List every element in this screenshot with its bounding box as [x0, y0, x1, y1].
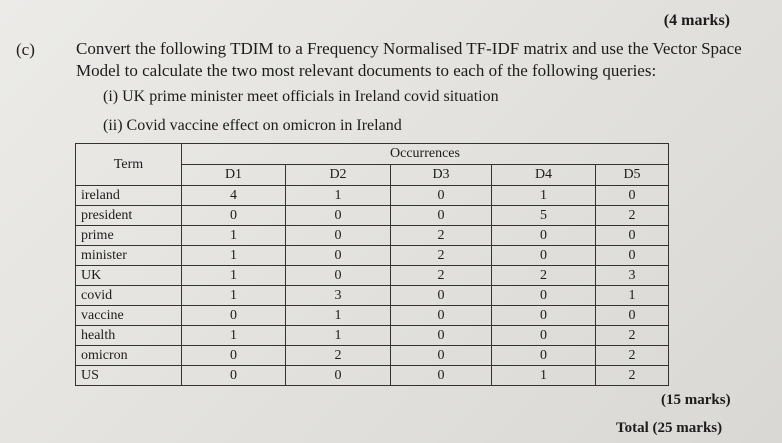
count: 2: [595, 365, 669, 386]
count: 0: [491, 345, 596, 366]
count: 0: [390, 305, 492, 326]
term: minister: [75, 245, 182, 266]
question-line: Convert the following TDIM to a Frequenc…: [76, 39, 742, 58]
count: 2: [285, 345, 391, 366]
part-label: (c): [16, 40, 35, 59]
count: 1: [285, 185, 391, 206]
question-line: Model to calculate the two most relevant…: [76, 61, 657, 80]
query: (ii) Covid vaccine effect on omicron in …: [103, 117, 402, 134]
table-row: ireland 4 1 0 1 0: [75, 185, 669, 206]
count: 0: [390, 285, 492, 306]
count: 0: [491, 305, 596, 326]
count: 0: [390, 365, 492, 386]
count: 3: [285, 285, 391, 306]
table-row: US 0 0 0 1 2: [75, 365, 669, 386]
count: 0: [491, 285, 596, 306]
column-header: D4: [491, 164, 596, 186]
column-header: D2: [285, 164, 391, 186]
count: 0: [285, 205, 391, 226]
table-row: omicron 0 2 0 0 2: [75, 345, 669, 366]
group-header: Occurrences: [181, 143, 669, 165]
count: 0: [181, 305, 286, 326]
count: 0: [595, 305, 669, 326]
count: 2: [595, 345, 669, 366]
count: 0: [595, 245, 669, 266]
count: 4: [181, 185, 286, 206]
term: president: [75, 205, 182, 226]
count: 1: [181, 285, 286, 306]
count: 2: [390, 265, 492, 286]
column-header: D1: [181, 164, 286, 186]
count: 1: [595, 285, 669, 306]
term: covid: [75, 285, 182, 306]
term: health: [75, 325, 182, 346]
table-row: health 1 1 0 0 2: [75, 325, 669, 346]
count: 0: [181, 205, 286, 226]
count: 1: [181, 245, 286, 266]
count: 2: [595, 205, 669, 226]
count: 0: [285, 245, 391, 266]
table-row: prime 1 0 2 0 0: [75, 225, 669, 246]
count: 0: [491, 225, 596, 246]
count: 0: [491, 245, 596, 266]
count: 2: [390, 225, 492, 246]
tdim-table: Term Occurrences D1 D2 D3 D4 D5 ireland 4 1 0 1 0…: [75, 143, 669, 386]
count: 0: [491, 325, 596, 346]
count: 0: [181, 345, 286, 366]
count: 1: [285, 325, 391, 346]
count: 1: [491, 185, 596, 206]
term: ireland: [75, 185, 182, 206]
total-marks: Total (25 marks): [616, 420, 723, 436]
query: (i) UK prime minister meet officials in …: [103, 88, 499, 105]
table-row: vaccine 0 1 0 0 0: [75, 305, 669, 326]
column-header: D3: [390, 164, 492, 186]
count: 2: [595, 325, 669, 346]
count: 0: [285, 365, 391, 386]
count: 0: [595, 185, 669, 206]
count: 1: [491, 365, 596, 386]
count: 0: [390, 205, 492, 226]
count: 0: [285, 225, 391, 246]
table-row: covid 1 3 0 0 1: [75, 285, 669, 306]
count: 0: [595, 225, 669, 246]
marks: (15 marks): [661, 392, 731, 408]
term: prime: [75, 225, 182, 246]
table-row: UK 1 0 2 2 3: [75, 265, 669, 286]
term: UK: [75, 265, 182, 286]
count: 0: [181, 365, 286, 386]
marks: (4 marks): [663, 12, 730, 29]
count: 0: [390, 185, 492, 206]
term: vaccine: [75, 305, 182, 326]
term-header: Term: [75, 143, 182, 186]
term: US: [75, 365, 182, 386]
count: 1: [285, 305, 391, 326]
count: 1: [181, 265, 286, 286]
count: 0: [390, 345, 492, 366]
table-row: minister 1 0 2 0 0: [75, 245, 669, 266]
count: 1: [181, 325, 286, 346]
count: 0: [285, 265, 391, 286]
count: 5: [491, 205, 596, 226]
table-row: president 0 0 0 5 2: [75, 205, 669, 226]
count: 2: [491, 265, 596, 286]
count: 3: [595, 265, 669, 286]
count: 1: [181, 225, 286, 246]
count: 2: [390, 245, 492, 266]
count: 0: [390, 325, 492, 346]
term: omicron: [75, 345, 182, 366]
column-header: D5: [595, 164, 669, 186]
